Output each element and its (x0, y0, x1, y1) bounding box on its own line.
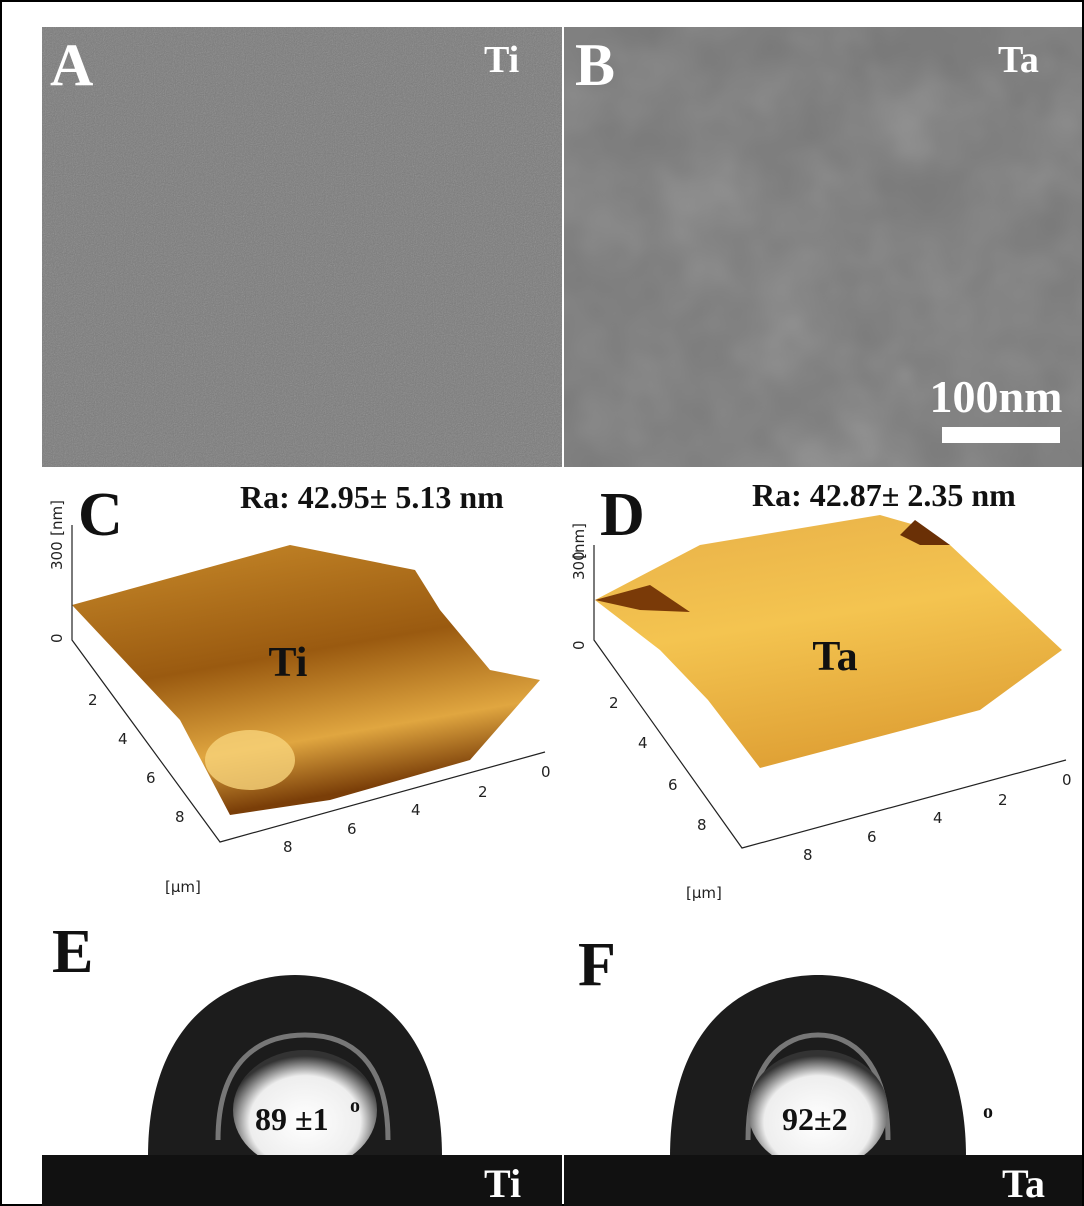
z-axis-label: [nm] (48, 500, 66, 536)
material-label: Ta (812, 634, 857, 680)
degree-sign: o (983, 1101, 993, 1123)
panel-label: C (78, 481, 123, 549)
sem-noise (42, 27, 562, 467)
material-label: Ti (269, 640, 308, 686)
afm-peak (205, 730, 295, 790)
axis-label: [µm] (686, 884, 722, 902)
roughness: Ra: 42.95± 5.13 nm (240, 479, 504, 515)
z-tick-label: 300 (570, 551, 588, 580)
figure: A Ti B Ta 100nm C Ra: 42.95± 5.13 nm Ti … (0, 0, 1084, 1206)
tick-label: 2 (478, 783, 488, 801)
tick-label: 2 (609, 694, 619, 712)
tick-label: 2 (88, 691, 98, 709)
degree-sign: o (350, 1095, 360, 1117)
z-tick-label: 0 (48, 633, 66, 643)
contact-angle: 89 ±1 (255, 1101, 329, 1137)
contact-angle: 92±2 (782, 1101, 848, 1137)
panel-label: F (578, 931, 616, 999)
panel-label: D (600, 481, 645, 549)
panel-label: A (50, 32, 93, 98)
scale-bar (942, 427, 1060, 443)
tick-label: 6 (146, 769, 156, 787)
tick-label: 6 (867, 828, 877, 846)
material-label: Ta (998, 39, 1039, 81)
roughness: Ra: 42.87± 2.35 nm (752, 477, 1016, 513)
scale-bar-label: 100nm (930, 371, 1063, 422)
tick-label: 8 (175, 808, 185, 826)
tick-label: 4 (638, 734, 648, 752)
panel-label: E (52, 918, 93, 986)
tick-label: 4 (933, 809, 943, 827)
tick-label: 8 (697, 816, 707, 834)
tick-label: 0 (541, 763, 551, 781)
tick-label: 4 (411, 801, 421, 819)
z-tick-label: 0 (570, 640, 588, 650)
tick-label: 0 (1062, 771, 1072, 789)
material-label: Ti (484, 1161, 521, 1206)
z-tick-label: 300 (48, 541, 66, 570)
tick-label: 4 (118, 730, 128, 748)
tick-label: 8 (803, 846, 813, 864)
material-label: Ta (1002, 1161, 1045, 1206)
tick-label: 2 (998, 791, 1008, 809)
tick-label: 6 (347, 820, 357, 838)
tick-label: 6 (668, 776, 678, 794)
tick-label: 8 (283, 838, 293, 856)
panel-label: B (575, 32, 615, 98)
axis-label: [µm] (165, 878, 201, 896)
material-label: Ti (484, 39, 519, 81)
